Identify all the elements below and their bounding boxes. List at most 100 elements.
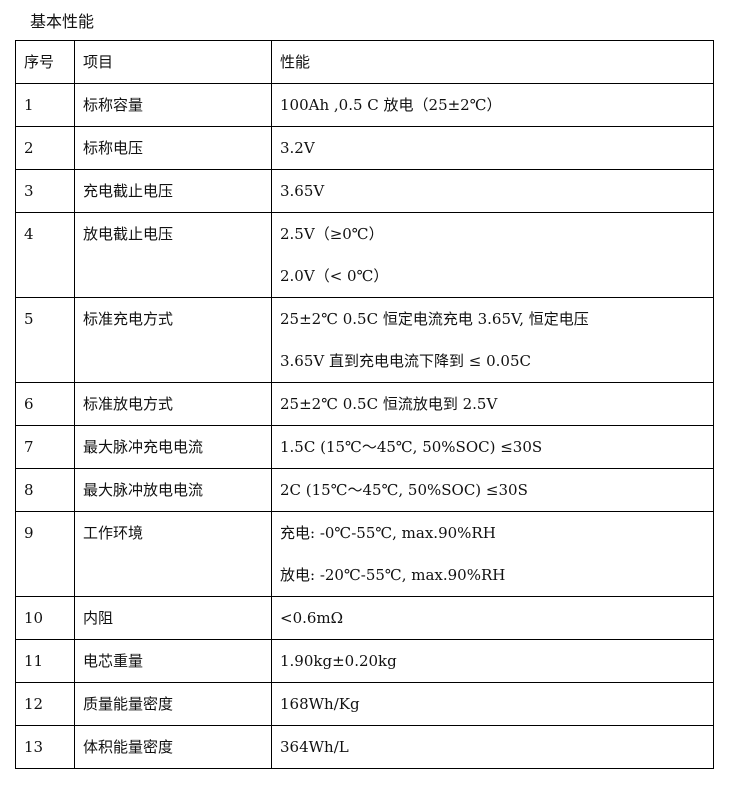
header-label: 性能 <box>280 53 311 71</box>
table-row: 13 体积能量密度 364Wh/L <box>15 725 714 769</box>
cell-no-text: 12 <box>24 695 44 713</box>
cell-item-text: 工作环境 <box>83 524 144 542</box>
cell-value-text: <0.6mΩ <box>280 609 344 627</box>
cell-no: 9 <box>15 511 75 597</box>
table-row: 6 标准放电方式 25±2℃ 0.5C 恒流放电到 2.5V <box>15 382 714 426</box>
cell-item-text: 标称容量 <box>83 96 144 114</box>
table-row: 4 放电截止电压 2.5V（≥0℃） 2.0V（< 0℃） <box>15 212 714 298</box>
table-row: 3 充电截止电压 3.65V <box>15 169 714 213</box>
cell-item: 电芯重量 <box>74 639 272 683</box>
cell-item-text: 充电截止电压 <box>83 182 174 200</box>
cell-item: 内阻 <box>74 596 272 640</box>
cell-no: 3 <box>15 169 75 213</box>
cell-no-text: 2 <box>24 139 34 157</box>
cell-no-text: 8 <box>24 481 34 499</box>
cell-value-text: 2.0V（< 0℃） <box>280 267 389 285</box>
cell-item-text: 标准充电方式 <box>83 310 174 328</box>
section-title: 基本性能 <box>30 12 95 31</box>
cell-item: 最大脉冲放电电流 <box>74 468 272 512</box>
cell-no: 8 <box>15 468 75 512</box>
cell-no: 4 <box>15 212 75 298</box>
table-row: 8 最大脉冲放电电流 2C (15℃～45℃, 50%SOC) ≤30S <box>15 468 714 512</box>
cell-value-text: 168Wh/Kg <box>280 695 360 713</box>
cell-item-text: 内阻 <box>83 609 114 627</box>
cell-item: 最大脉冲充电电流 <box>74 425 272 469</box>
cell-no: 1 <box>15 83 75 127</box>
performance-table: 序号 项目 性能 1 标称容量 100Ah ,0.5 C 放电（25±2℃） 2 标称电… <box>15 40 714 769</box>
table-row: 1 标称容量 100Ah ,0.5 C 放电（25±2℃） <box>15 83 714 127</box>
cell-value: 3.65V <box>271 169 714 213</box>
cell-value: 168Wh/Kg <box>271 682 714 726</box>
cell-no: 7 <box>15 425 75 469</box>
table-row: 5 标准充电方式 25±2℃ 0.5C 恒定电流充电 3.65V, 恒定电压 3.65… <box>15 297 714 383</box>
cell-item-text: 标准放电方式 <box>83 395 174 413</box>
cell-value: 1.90kg±0.20kg <box>271 639 714 683</box>
cell-value-text: 2.5V（≥0℃） <box>280 225 384 243</box>
cell-value: 2.5V（≥0℃） 2.0V（< 0℃） <box>271 212 714 298</box>
cell-value: 364Wh/L <box>271 725 714 769</box>
cell-no-text: 10 <box>24 609 44 627</box>
cell-no: 5 <box>15 297 75 383</box>
cell-value: 100Ah ,0.5 C 放电（25±2℃） <box>271 83 714 127</box>
table-row: 10 内阻 <0.6mΩ <box>15 596 714 640</box>
cell-value-text: 1.5C (15℃～45℃, 50%SOC) ≤30S <box>280 438 543 456</box>
table-row: 9 工作环境 充电: -0℃-55℃, max.90%RH 放电: -20℃-55℃,… <box>15 511 714 597</box>
cell-item: 放电截止电压 <box>74 212 272 298</box>
cell-value-text: 25±2℃ 0.5C 恒流放电到 2.5V <box>280 395 498 413</box>
cell-no-text: 3 <box>24 182 34 200</box>
cell-no: 10 <box>15 596 75 640</box>
cell-item: 标准充电方式 <box>74 297 272 383</box>
table-row: 12 质量能量密度 168Wh/Kg <box>15 682 714 726</box>
header-item: 项目 <box>74 40 272 84</box>
cell-no-text: 13 <box>24 738 44 756</box>
header-no: 序号 <box>15 40 75 84</box>
cell-item: 标称容量 <box>74 83 272 127</box>
cell-value-text: 364Wh/L <box>280 738 349 756</box>
cell-value-text: 1.90kg±0.20kg <box>280 652 397 670</box>
cell-no: 6 <box>15 382 75 426</box>
cell-value-text: 3.65V 直到充电电流下降到 ≤ 0.05C <box>280 352 531 370</box>
cell-item: 体积能量密度 <box>74 725 272 769</box>
cell-no-text: 6 <box>24 395 34 413</box>
cell-no: 2 <box>15 126 75 170</box>
cell-item-text: 电芯重量 <box>83 652 144 670</box>
cell-no-text: 4 <box>24 225 34 243</box>
cell-no: 13 <box>15 725 75 769</box>
cell-item: 充电截止电压 <box>74 169 272 213</box>
cell-value: 3.2V <box>271 126 714 170</box>
table-row: 11 电芯重量 1.90kg±0.20kg <box>15 639 714 683</box>
cell-item-text: 体积能量密度 <box>83 738 174 756</box>
cell-item-text: 标称电压 <box>83 139 144 157</box>
cell-no-text: 1 <box>24 96 34 114</box>
cell-value: <0.6mΩ <box>271 596 714 640</box>
cell-item-text: 质量能量密度 <box>83 695 174 713</box>
cell-item-text: 最大脉冲充电电流 <box>83 438 204 456</box>
cell-item: 质量能量密度 <box>74 682 272 726</box>
cell-value: 25±2℃ 0.5C 恒定电流充电 3.65V, 恒定电压 3.65V 直到充电电… <box>271 297 714 383</box>
cell-value: 1.5C (15℃～45℃, 50%SOC) ≤30S <box>271 425 714 469</box>
cell-value-text: 充电: -0℃-55℃, max.90%RH <box>280 524 496 542</box>
cell-no: 12 <box>15 682 75 726</box>
cell-no: 11 <box>15 639 75 683</box>
cell-value: 充电: -0℃-55℃, max.90%RH 放电: -20℃-55℃, max.… <box>271 511 714 597</box>
cell-value: 2C (15℃～45℃, 50%SOC) ≤30S <box>271 468 714 512</box>
cell-value-text: 放电: -20℃-55℃, max.90%RH <box>280 566 506 584</box>
table-row: 2 标称电压 3.2V <box>15 126 714 170</box>
table-row: 7 最大脉冲充电电流 1.5C (15℃～45℃, 50%SOC) ≤30S <box>15 425 714 469</box>
cell-value-text: 3.2V <box>280 139 315 157</box>
cell-no-text: 5 <box>24 310 34 328</box>
cell-item-text: 放电截止电压 <box>83 225 174 243</box>
cell-no-text: 7 <box>24 438 34 456</box>
cell-item: 标准放电方式 <box>74 382 272 426</box>
cell-value: 25±2℃ 0.5C 恒流放电到 2.5V <box>271 382 714 426</box>
header-label: 项目 <box>83 53 114 71</box>
cell-item-text: 最大脉冲放电电流 <box>83 481 204 499</box>
cell-value-text: 2C (15℃～45℃, 50%SOC) ≤30S <box>280 481 528 499</box>
header-label: 序号 <box>24 53 55 71</box>
cell-no-text: 9 <box>24 524 34 542</box>
cell-value-text: 25±2℃ 0.5C 恒定电流充电 3.65V, 恒定电压 <box>280 310 589 328</box>
cell-value-text: 100Ah ,0.5 C 放电（25±2℃） <box>280 96 502 114</box>
cell-no-text: 11 <box>24 652 44 670</box>
cell-item: 标称电压 <box>74 126 272 170</box>
header-value: 性能 <box>271 40 714 84</box>
